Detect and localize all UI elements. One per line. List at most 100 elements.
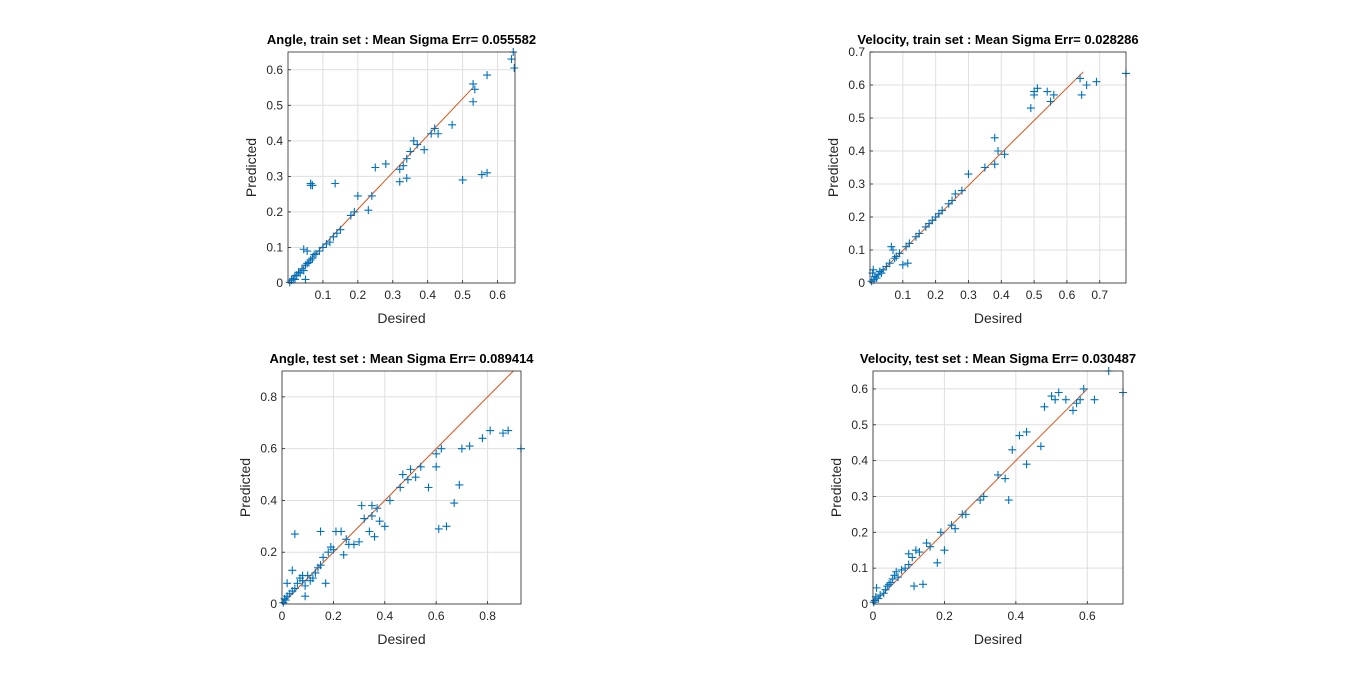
data-point [886,578,895,587]
data-point [1051,395,1060,404]
data-point [434,524,443,533]
data-point [928,216,937,225]
data-point [888,574,897,583]
data-point [872,274,881,283]
data-point [921,222,930,231]
data-point [507,55,516,64]
y-tick-label: 0.5 [848,111,865,125]
data-point [876,591,885,600]
data-point [311,568,320,577]
data-point [1022,460,1031,469]
axes-box [869,51,1127,284]
data-point [874,270,883,279]
axes-background [873,371,1123,604]
data-point [504,426,513,435]
data-point [424,483,433,492]
data-point [371,163,380,172]
x-tick-label: 0.2 [325,609,342,623]
data-point [903,259,912,268]
data-point [911,232,920,241]
data-point [870,272,879,281]
fit-line [288,87,474,283]
data-point [1046,97,1055,106]
data-point [951,189,960,198]
axes-box [281,370,522,605]
y-tick-label: 0 [270,597,277,611]
data-point [1049,90,1058,99]
data-point [411,473,420,482]
data-point [288,566,297,575]
data-point [911,546,920,555]
data-point [360,514,369,523]
data-point [321,579,330,588]
data-point [308,254,317,263]
data-point [442,522,451,531]
axes-box [287,51,516,284]
y-tick-label: 0.1 [266,240,283,254]
x-tick-label: 0.3 [960,288,977,302]
data-point [499,429,508,438]
data-point [336,225,345,234]
data-point [432,449,441,458]
data-point [448,120,457,129]
data-point [297,264,306,273]
data-point [281,596,290,605]
y-tick-label: 0.8 [260,390,277,404]
data-point [1069,406,1077,415]
x-tick-label: 0.3 [384,288,401,302]
data-point [350,207,359,216]
y-tick-label: 0 [861,597,868,611]
data-point [469,79,478,88]
data-point [883,582,892,591]
data-point [1043,87,1052,96]
x-axis-label: Desired [974,631,1022,647]
data-point [961,510,970,519]
data-point [1004,496,1013,505]
data-point [1079,384,1088,393]
data-point [395,177,404,186]
subplot-4: 0 0.2 0.4 0.6 0 0.1 0.2 0.3 0.4 0.5 0.6 Velocity, t… [828,351,1136,647]
data-point [450,499,459,508]
data-point [402,174,411,183]
data-point [409,136,418,145]
y-tick-label: 0.7 [848,45,865,59]
chart-title: Velocity, train set : Mean Sigma Err= 0.… [857,32,1138,47]
data-point [294,268,303,277]
data-point [339,550,348,559]
data-point [337,527,346,536]
data-point [890,254,899,263]
data-point [413,140,422,149]
data-point [1092,77,1101,86]
data-point [887,242,896,251]
data-point [455,480,464,489]
data-point [901,564,910,573]
data-point [319,553,328,562]
data-point [406,465,415,474]
data-point [1076,395,1085,404]
data-point [364,206,373,215]
data-point [870,596,879,605]
data-point [373,504,382,513]
data-point [1026,104,1035,113]
data-point [908,553,917,562]
x-tick-label: 0.4 [1008,609,1025,623]
data-point [381,159,390,168]
y-tick-label: 0 [276,276,283,290]
data-point [483,71,492,80]
y-tick-label: 0.5 [266,98,283,112]
data-point [290,584,299,593]
data-point [944,199,953,208]
y-tick-label: 0.6 [266,63,283,77]
chart-title: Angle, train set : Mean Sigma Err= 0.055… [267,32,536,47]
x-tick-label: 0.2 [350,288,367,302]
y-tick-label: 0.3 [848,177,865,191]
data-point [375,517,384,526]
data-point [477,170,486,179]
data-point [948,196,957,205]
data-point [331,179,340,188]
data-point [1090,395,1099,404]
chart-title: Angle, test set : Mean Sigma Err= 0.0894… [269,351,534,366]
data-point [318,243,327,252]
y-tick-label: 0.3 [266,169,283,183]
data-point [349,540,358,549]
